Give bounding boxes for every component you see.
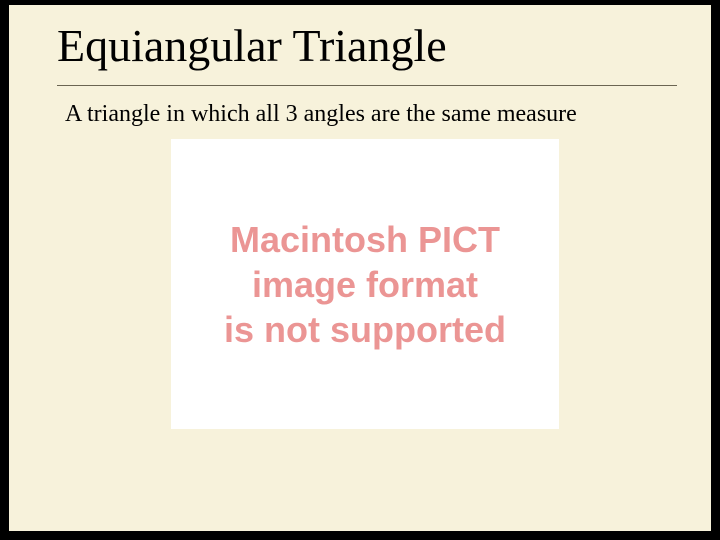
slide-body-text: A triangle in which all 3 angles are the… [65, 101, 577, 127]
title-divider [57, 85, 677, 86]
slide-container: Equiangular Triangle A triangle in which… [8, 4, 712, 532]
pict-placeholder-line-1: Macintosh PICT [230, 219, 500, 260]
pict-placeholder-line-2: image format [252, 264, 478, 305]
pict-placeholder: Macintosh PICT image format is not suppo… [171, 139, 559, 429]
pict-placeholder-line-3: is not supported [224, 309, 506, 350]
slide-title: Equiangular Triangle [57, 21, 447, 72]
pict-placeholder-text: Macintosh PICT image format is not suppo… [224, 217, 506, 352]
